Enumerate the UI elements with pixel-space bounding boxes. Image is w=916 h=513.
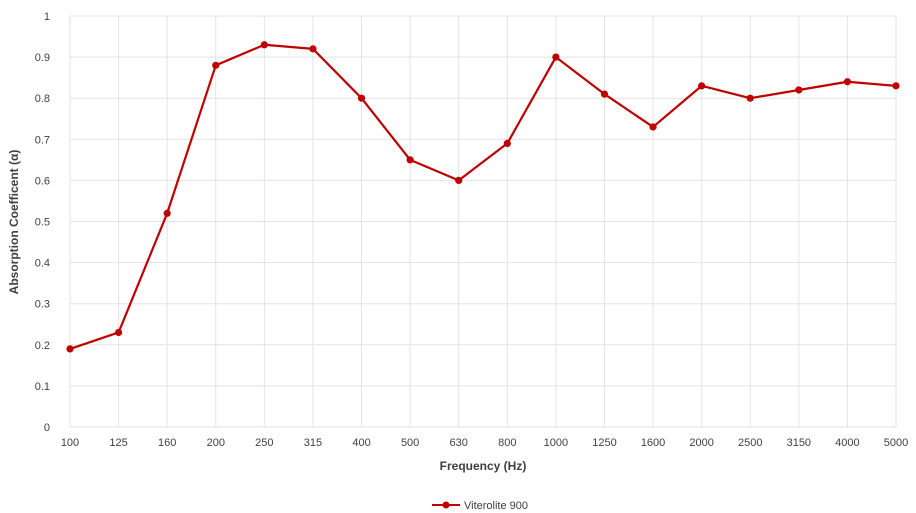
x-axis-ticks: 100 125 160 200 250 315 400 500 630 800 1000 1250 16…	[61, 437, 908, 449]
x-tick-label: 500	[401, 437, 419, 449]
y-tick-label: 0	[44, 422, 50, 434]
x-tick-label: 1600	[641, 437, 665, 449]
data-point	[795, 86, 803, 94]
data-point	[843, 78, 852, 86]
x-tick-label: 630	[450, 437, 468, 449]
data-point	[66, 345, 74, 353]
series-layer	[66, 41, 900, 353]
data-point	[309, 45, 317, 53]
series-line	[69, 43, 897, 350]
x-tick-label: 4000	[835, 437, 859, 449]
y-axis-title: Absorption Coefficent (α)	[7, 150, 21, 295]
data-point	[600, 90, 609, 98]
data-point	[455, 176, 463, 184]
data-point	[698, 82, 706, 90]
y-tick-label: 0.1	[35, 381, 50, 393]
y-tick-label: 1	[44, 11, 50, 23]
data-point	[746, 94, 754, 102]
x-axis-title: Frequency (Hz)	[440, 459, 527, 473]
legend-label: Viterolite 900	[464, 500, 528, 512]
data-point	[503, 139, 511, 148]
data-point	[163, 209, 171, 217]
x-tick-label: 1250	[592, 437, 616, 449]
legend-marker	[442, 501, 450, 509]
legend: Viterolite 900	[432, 500, 528, 512]
x-tick-label: 315	[304, 437, 322, 449]
x-tick-label: 2500	[738, 437, 762, 449]
y-tick-label: 0.8	[35, 93, 50, 105]
y-tick-label: 0.2	[35, 340, 50, 352]
x-tick-label: 1000	[544, 437, 568, 449]
data-point	[649, 123, 657, 131]
data-point	[552, 53, 560, 61]
data-point	[406, 156, 414, 164]
data-point	[114, 328, 123, 337]
x-tick-label: 3150	[787, 437, 811, 449]
y-tick-label: 0.6	[35, 175, 50, 187]
x-tick-label: 800	[498, 437, 516, 449]
y-axis-ticks: 0 0.1 0.2 0.3 0.4 0.5 0.6 0.7 0.8 0.9 1	[35, 11, 50, 434]
y-tick-label: 0.5	[35, 217, 50, 229]
x-tick-label: 2000	[689, 437, 713, 449]
data-point	[260, 41, 268, 49]
x-tick-label: 200	[207, 437, 225, 449]
y-tick-label: 0.9	[35, 52, 50, 64]
y-tick-label: 0.3	[35, 299, 50, 311]
grid-layer	[69, 15, 897, 428]
x-tick-label: 125	[109, 437, 127, 449]
data-point	[212, 61, 220, 69]
x-tick-label: 5000	[884, 437, 908, 449]
y-tick-label: 0.7	[35, 134, 50, 146]
x-tick-label: 250	[255, 437, 273, 449]
x-tick-label: 100	[61, 437, 79, 449]
x-tick-label: 400	[352, 437, 370, 449]
data-point	[357, 94, 366, 102]
y-tick-label: 0.4	[35, 258, 50, 270]
data-point	[892, 82, 900, 90]
x-tick-label: 160	[158, 437, 176, 449]
